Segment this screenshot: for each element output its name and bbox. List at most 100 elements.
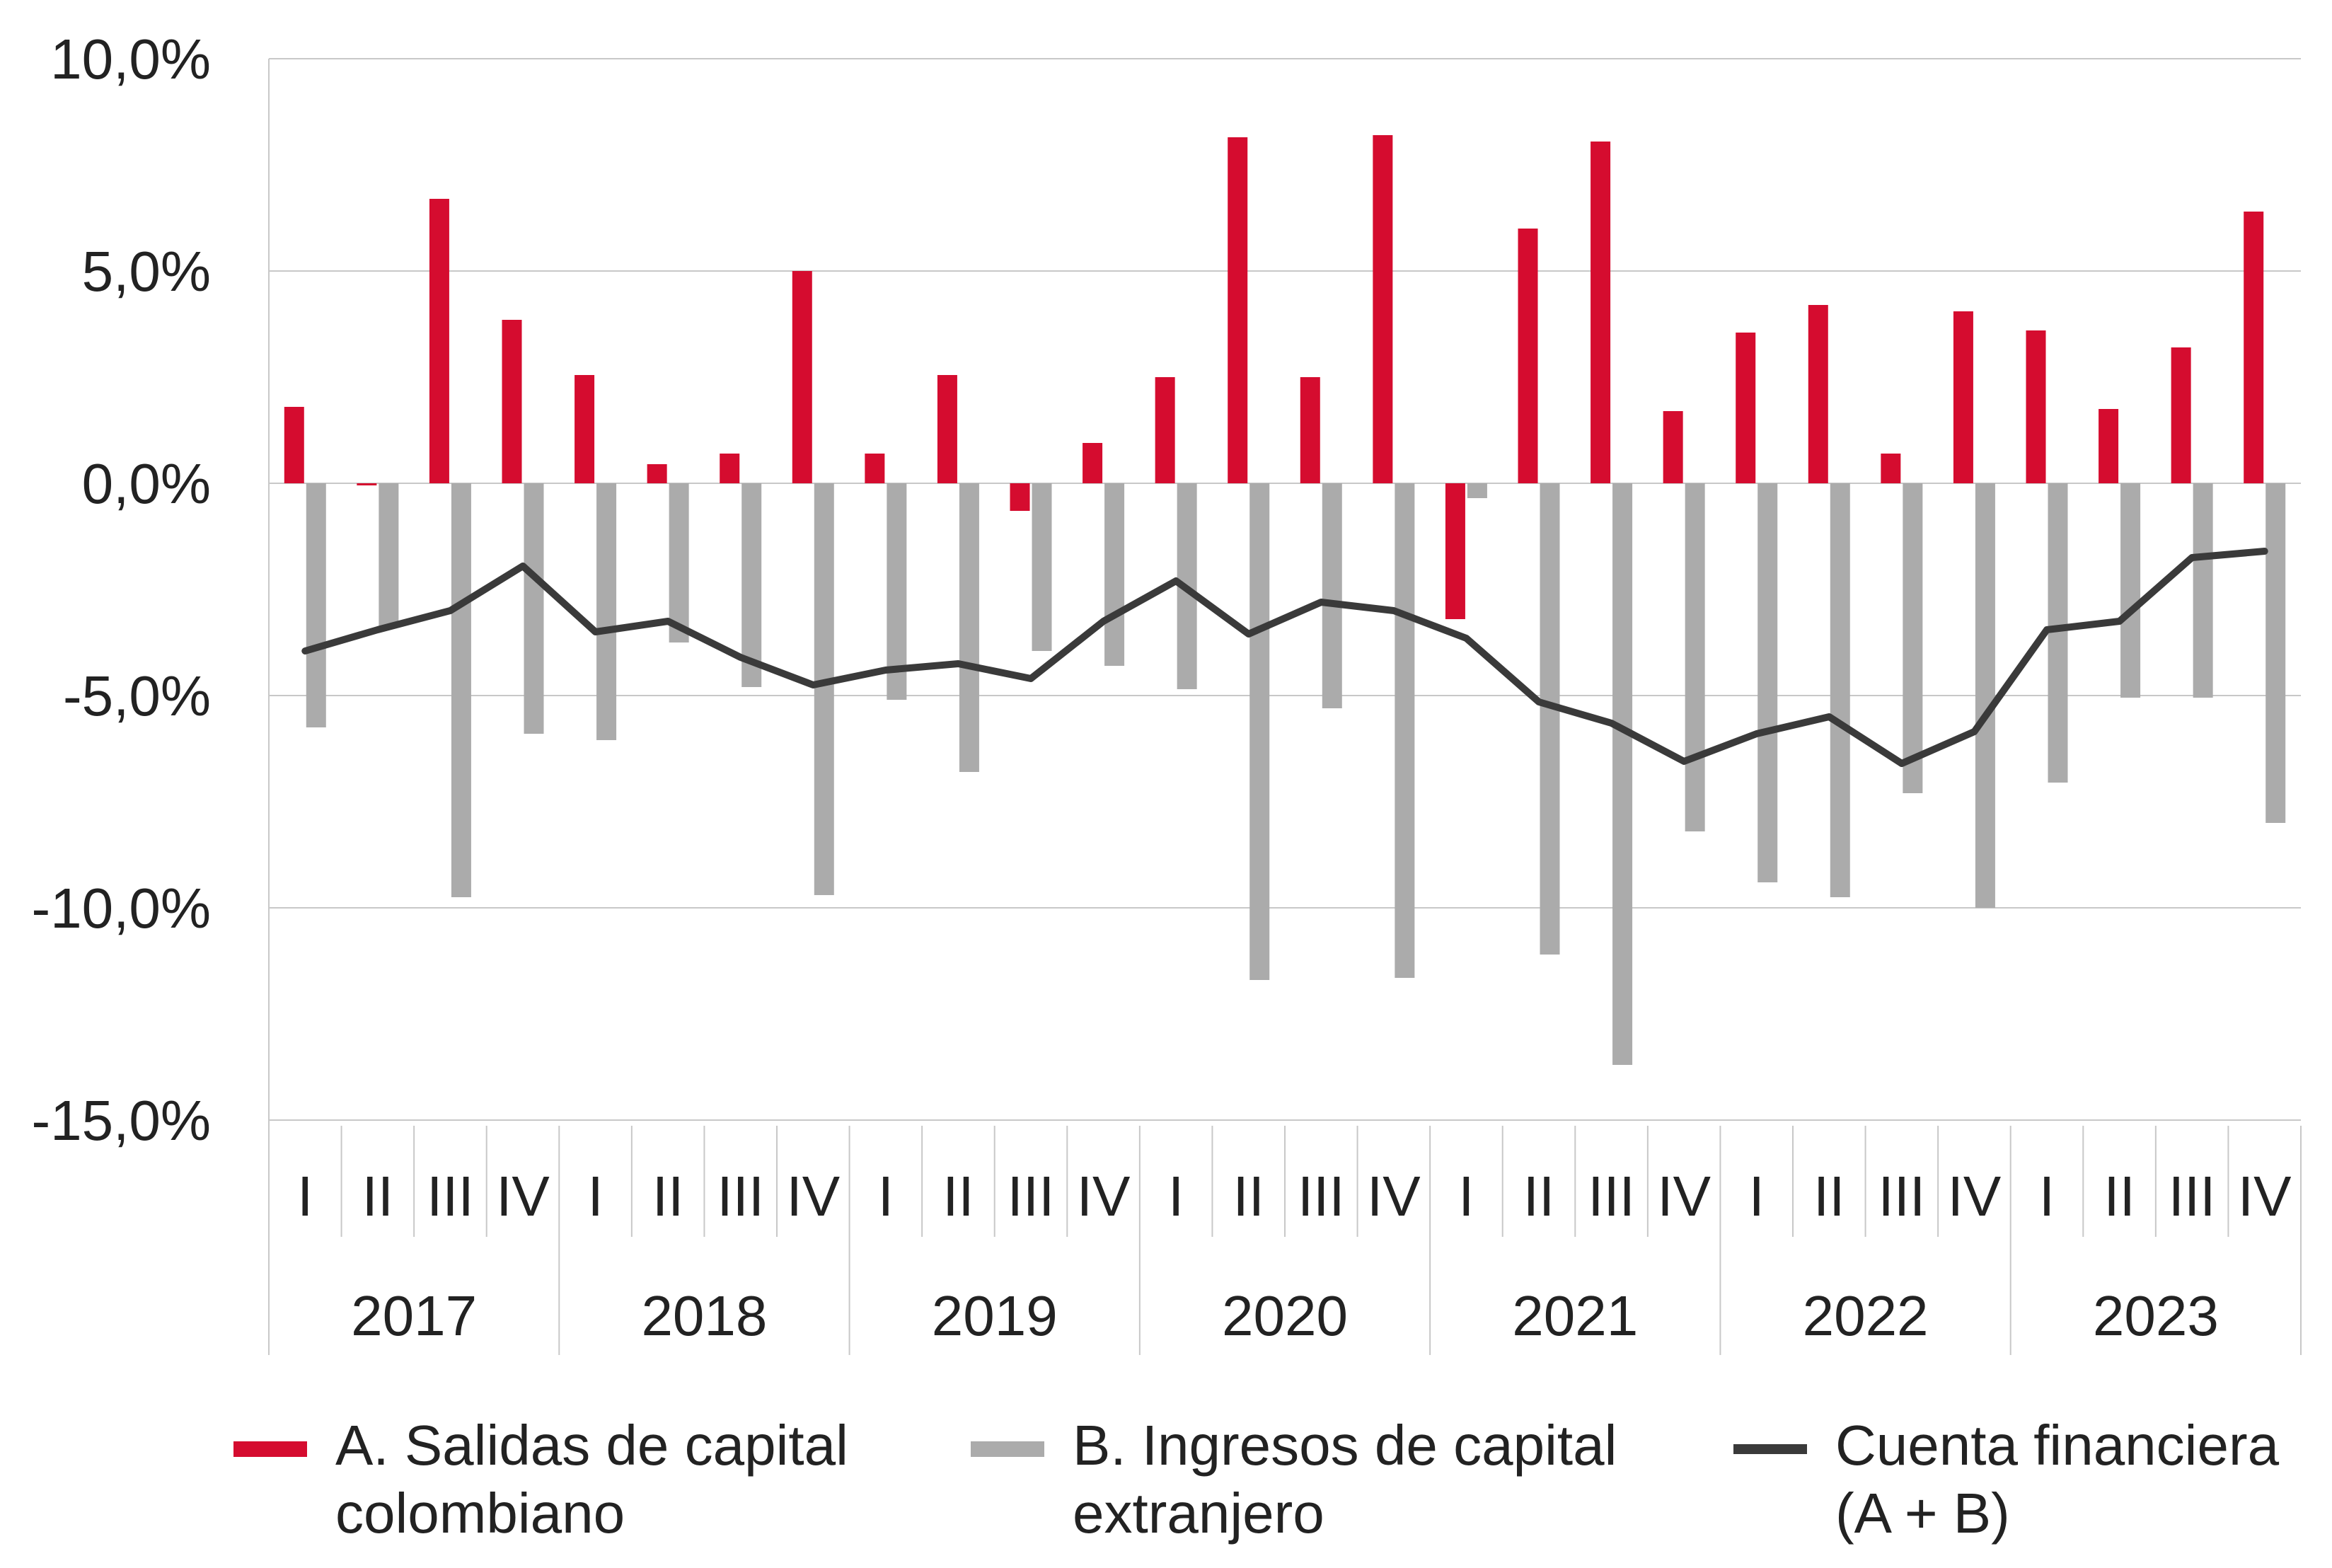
- bar-ingresos: [2265, 483, 2286, 823]
- bar-salidas: [1808, 305, 1828, 483]
- bar-salidas: [1155, 377, 1175, 483]
- quarter-label: I: [297, 1165, 313, 1228]
- bar-salidas: [2099, 409, 2119, 483]
- bar-salidas: [1228, 137, 1248, 483]
- quarter-label: IV: [1367, 1165, 1421, 1228]
- legend-swatch-salidas: [233, 1441, 307, 1457]
- y-tick-label: -15,0%: [32, 1089, 211, 1152]
- legend-item-salidas: A. Salidas de capital colombiano: [233, 1412, 848, 1547]
- bar-salidas: [502, 320, 522, 483]
- bar-salidas: [575, 375, 595, 483]
- line-cuenta-financiera: [301, 548, 2268, 767]
- quarter-label: I: [2039, 1165, 2055, 1228]
- y-axis-tick-labels: 10,0% 5,0% 0,0% -5,0% -10,0% -15,0%: [32, 28, 211, 1152]
- bar-salidas: [357, 483, 377, 485]
- line-series: [301, 548, 2268, 767]
- bar-ingresos: [1032, 483, 1052, 651]
- quarter-label: I: [1168, 1165, 1184, 1228]
- y-tick-label: -10,0%: [32, 877, 211, 940]
- quarter-label: IV: [496, 1165, 550, 1228]
- year-label: 2021: [1512, 1284, 1638, 1347]
- quarter-label: III: [427, 1165, 474, 1228]
- quarter-label: II: [1813, 1165, 1845, 1228]
- legend-swatch-cuenta: [1733, 1444, 1807, 1454]
- bar-salidas: [1953, 311, 1973, 483]
- quarter-label: II: [1233, 1165, 1264, 1228]
- y-tick-label: 10,0%: [50, 28, 211, 91]
- bar-ingresos: [1612, 483, 1633, 1065]
- quarter-label: III: [1588, 1165, 1635, 1228]
- quarter-label: I: [587, 1165, 603, 1228]
- legend-label-salidas: A. Salidas de capital colombiano: [335, 1414, 848, 1545]
- quarter-label: II: [362, 1165, 393, 1228]
- bar-ingresos: [379, 483, 399, 628]
- bar-ingresos: [1395, 483, 1415, 978]
- year-label: 2020: [1222, 1284, 1348, 1347]
- bar-ingresos: [2048, 483, 2068, 783]
- quarter-label: IV: [1077, 1165, 1131, 1228]
- bar-salidas: [792, 271, 812, 483]
- legend-swatch-ingresos: [971, 1441, 1044, 1457]
- bar-ingresos: [2120, 483, 2141, 698]
- gridlines: [269, 58, 2301, 1121]
- quarter-label: III: [717, 1165, 764, 1228]
- bar-salidas: [1591, 142, 1611, 483]
- bar-salidas: [1083, 443, 1103, 483]
- bar-ingresos: [1322, 483, 1342, 708]
- bar-salidas: [2026, 330, 2046, 483]
- bar-ingresos: [596, 483, 617, 740]
- y-tick-label: 0,0%: [82, 452, 211, 515]
- quarter-label: IV: [2238, 1165, 2292, 1228]
- legend-item-cuenta: Cuenta financiera (A + B): [1733, 1412, 2279, 1547]
- bar-ingresos: [2193, 483, 2213, 698]
- bar-salidas: [1445, 483, 1465, 619]
- quarter-label: II: [652, 1165, 683, 1228]
- bar-ingresos: [1975, 483, 1995, 908]
- category-axis: I II III IV I II III IV I II III IV I II III IV I II III IV…: [268, 59, 2302, 1355]
- quarter-label: II: [2103, 1165, 2135, 1228]
- bar-salidas: [1300, 377, 1320, 483]
- bar-ingresos: [1903, 483, 1923, 793]
- bar-ingresos: [451, 483, 471, 897]
- bar-salidas: [429, 199, 449, 483]
- year-label: 2019: [932, 1284, 1058, 1347]
- legend-item-ingresos: B. Ingresos de capital extranjero: [971, 1412, 1617, 1547]
- quarter-label: I: [1749, 1165, 1765, 1228]
- quarter-label: II: [1523, 1165, 1554, 1228]
- bar-ingresos: [741, 483, 762, 687]
- year-label: 2017: [351, 1284, 477, 1347]
- bar-ingresos: [959, 483, 979, 772]
- quarter-label: I: [878, 1165, 894, 1228]
- quarter-label: IV: [1948, 1165, 2002, 1228]
- bar-salidas: [1736, 333, 1756, 483]
- bar-salidas: [1010, 483, 1030, 511]
- bar-ingresos: [814, 483, 834, 895]
- quarter-label: II: [942, 1165, 974, 1228]
- bar-ingresos: [524, 483, 544, 734]
- y-tick-label: -5,0%: [63, 664, 211, 727]
- quarter-label: III: [1008, 1165, 1055, 1228]
- year-label: 2018: [641, 1284, 767, 1347]
- year-label: 2023: [2093, 1284, 2219, 1347]
- quarter-label: I: [1458, 1165, 1474, 1228]
- bar-salidas: [1881, 454, 1901, 483]
- bar-salidas: [2171, 347, 2191, 483]
- bar-ingresos: [1249, 483, 1270, 980]
- bar-ingresos: [669, 483, 689, 642]
- quarter-label: III: [1878, 1165, 1926, 1228]
- bar-salidas: [647, 464, 667, 483]
- legend-label-ingresos: B. Ingresos de capital extranjero: [1073, 1414, 1617, 1545]
- bar-ingresos: [1830, 483, 1850, 897]
- bar-salidas: [2244, 212, 2264, 483]
- bar-ingresos: [1467, 483, 1487, 498]
- quarter-label: IV: [1657, 1165, 1711, 1228]
- bar-ingresos: [887, 483, 907, 700]
- y-tick-label: 5,0%: [82, 240, 211, 303]
- quarter-label: III: [2169, 1165, 2216, 1228]
- bar-ingresos: [1757, 483, 1778, 882]
- year-label: 2022: [1803, 1284, 1929, 1347]
- bar-ingresos: [1104, 483, 1125, 666]
- legend-label-cuenta: Cuenta financiera (A + B): [1835, 1414, 2280, 1545]
- bar-salidas: [1373, 135, 1393, 483]
